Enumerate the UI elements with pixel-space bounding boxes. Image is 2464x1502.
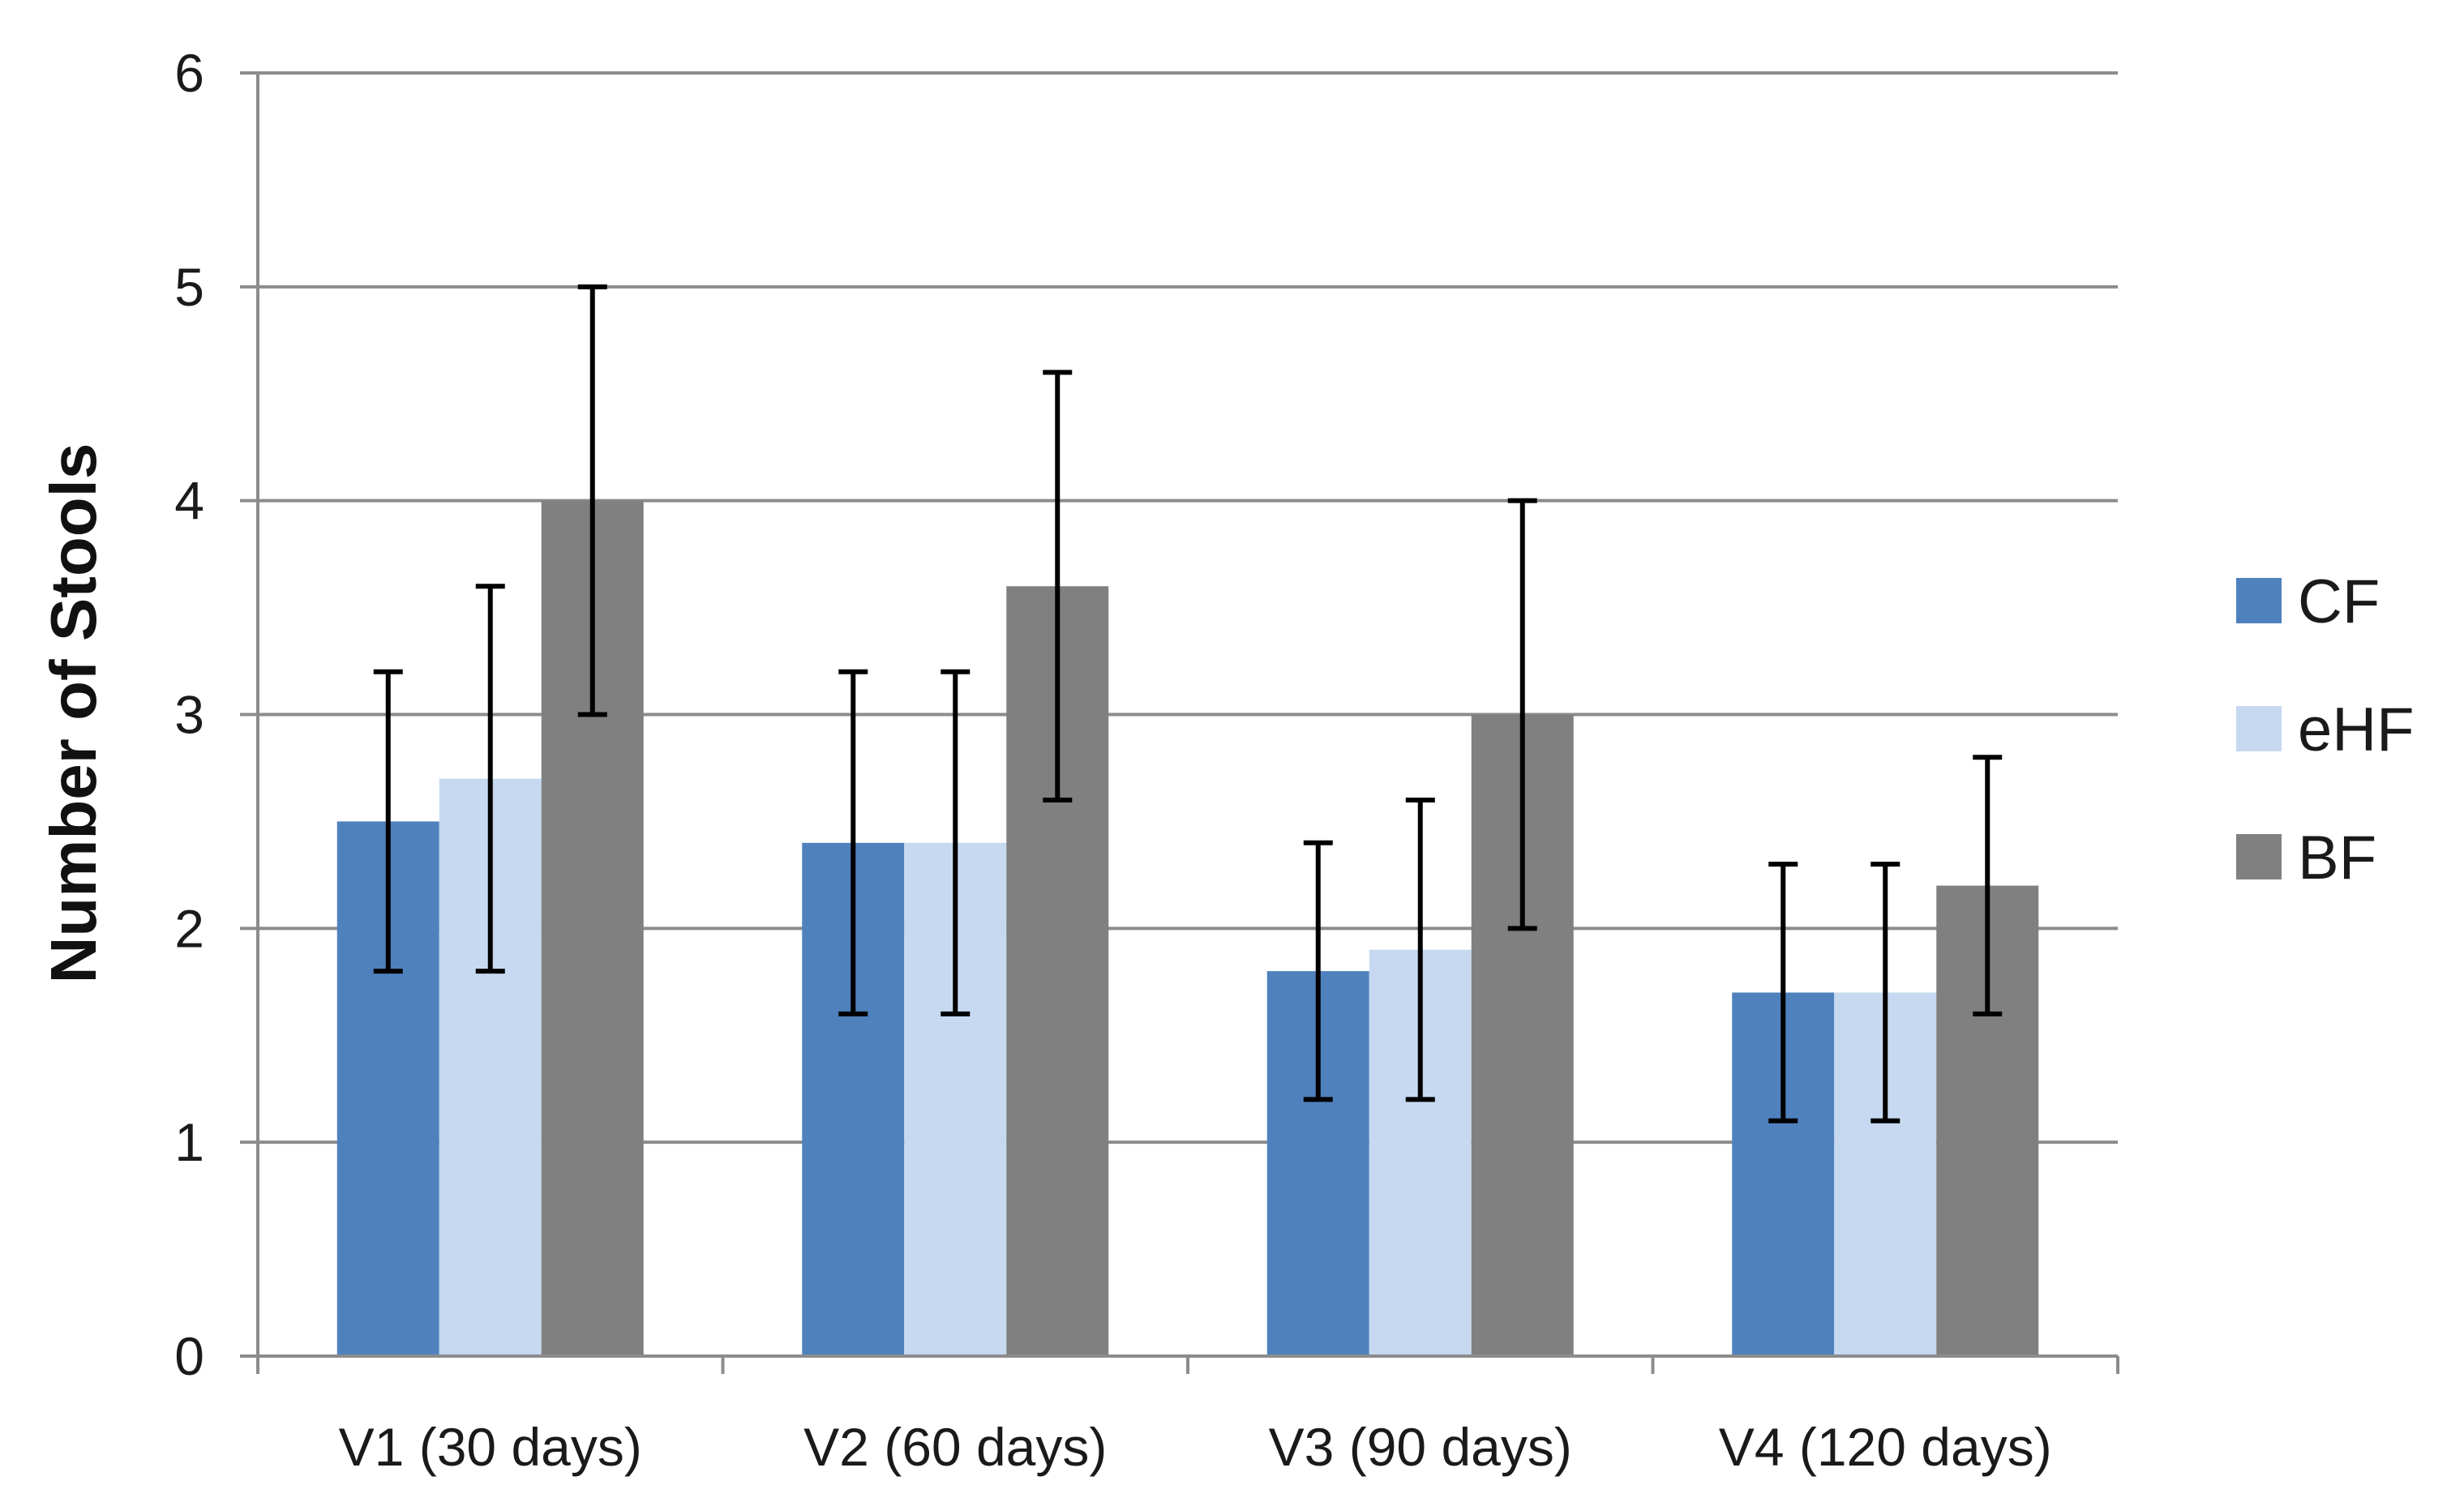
- y-tick-label-5: 5: [174, 257, 204, 317]
- y-tick-label-2: 2: [174, 898, 204, 958]
- x-tick-label-3: V3 (90 days): [1269, 1417, 1572, 1477]
- bars: [336, 500, 2039, 1356]
- y-tick-label-3: 3: [174, 685, 204, 745]
- x-tick-label-2: V2 (60 days): [803, 1417, 1107, 1477]
- x-tick-label-1: V1 (30 days): [339, 1417, 642, 1477]
- y-axis-title: Number of Stools: [37, 443, 109, 984]
- legend-label-CF: CF: [2298, 567, 2380, 636]
- y-tick-label-4: 4: [174, 471, 204, 531]
- legend-label-eHF: eHF: [2298, 695, 2415, 764]
- y-tick-labels: 0 1 2 3 4 5 6: [174, 43, 204, 1386]
- legend-label-BF: BF: [2298, 824, 2376, 892]
- legend-swatch-CF: [2236, 578, 2282, 623]
- axes: [240, 71, 2119, 1374]
- error-bars: [373, 284, 2003, 1123]
- y-tick-label-1: 1: [174, 1112, 204, 1172]
- legend-swatch-eHF: [2236, 706, 2282, 751]
- x-tick-labels: V1 (30 days) V2 (60 days) V3 (90 days) V4 (…: [339, 1417, 2052, 1477]
- x-tick-label-4: V4 (120 days): [1719, 1417, 2052, 1477]
- legend: CF eHF BF: [2236, 567, 2415, 892]
- y-tick-label-6: 6: [174, 43, 204, 103]
- legend-swatch-BF: [2236, 834, 2282, 879]
- y-tick-label-0: 0: [174, 1326, 204, 1386]
